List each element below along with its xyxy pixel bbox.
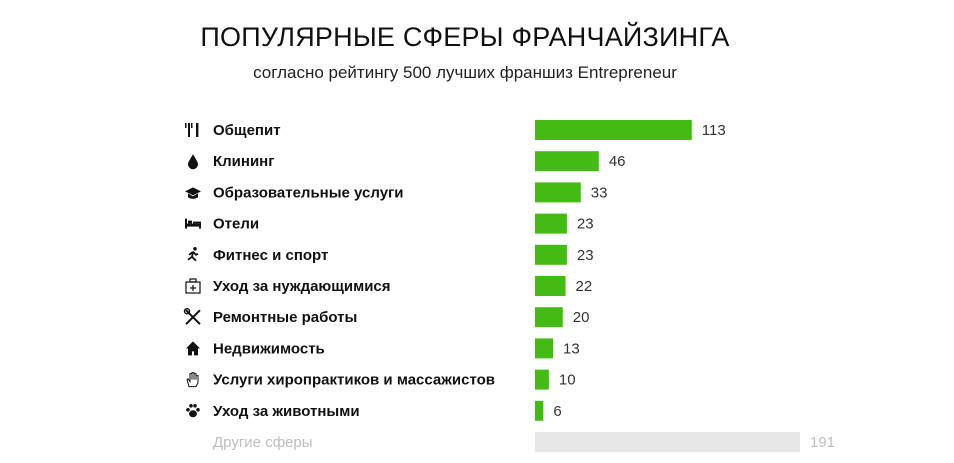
droplet-icon [188,154,198,170]
category-label: Уход за животными [213,403,360,420]
category-label: Отели [213,216,259,233]
category-label: Клининг [213,153,275,170]
graduation-cap-icon [185,187,201,199]
category-label: Уход за нуждающимися [213,278,391,295]
bar [535,182,581,203]
bar [535,369,549,390]
wrench-screwdriver-icon [183,308,201,325]
value-label: 113 [702,122,726,139]
bar [535,307,563,328]
value-label: 191 [810,434,835,451]
value-label: 23 [577,216,594,233]
bar [535,338,554,359]
bar [535,432,800,452]
chart-subtitle: согласно рейтингу 500 лучших франшиз Ent… [253,63,677,82]
chart-title: ПОПУЛЯРНЫЕ СФЕРЫ ФРАНЧАЙЗИНГА [200,22,730,52]
bar [535,213,567,234]
running-person-icon [187,247,199,262]
value-label: 6 [553,403,561,420]
bar [535,276,566,296]
category-label: Услуги хиропрактиков и массажистов [213,372,495,389]
category-label: Образовательные услуги [213,184,404,201]
first-aid-kit-icon [185,278,201,294]
bar [535,120,692,140]
value-label: 20 [573,309,590,326]
value-label: 23 [577,247,594,264]
category-label: Общепит [213,122,281,139]
value-label: 33 [591,184,608,201]
bed-icon [185,218,201,229]
category-label: Недвижимость [213,340,325,357]
house-icon [186,341,200,356]
bar [535,400,544,421]
value-label: 13 [563,340,580,357]
value-label: 10 [559,372,576,389]
category-label: Фитнес и спорт [213,247,328,264]
value-label: 22 [576,278,593,295]
value-label: 46 [609,153,626,170]
category-label: Ремонтные работы [213,309,357,326]
fork-knife-icon [185,123,199,137]
bar [535,151,599,172]
bar [535,244,567,265]
hand-icon [186,372,199,388]
paw-icon [186,404,200,418]
category-label: Другие сферы [213,434,313,451]
